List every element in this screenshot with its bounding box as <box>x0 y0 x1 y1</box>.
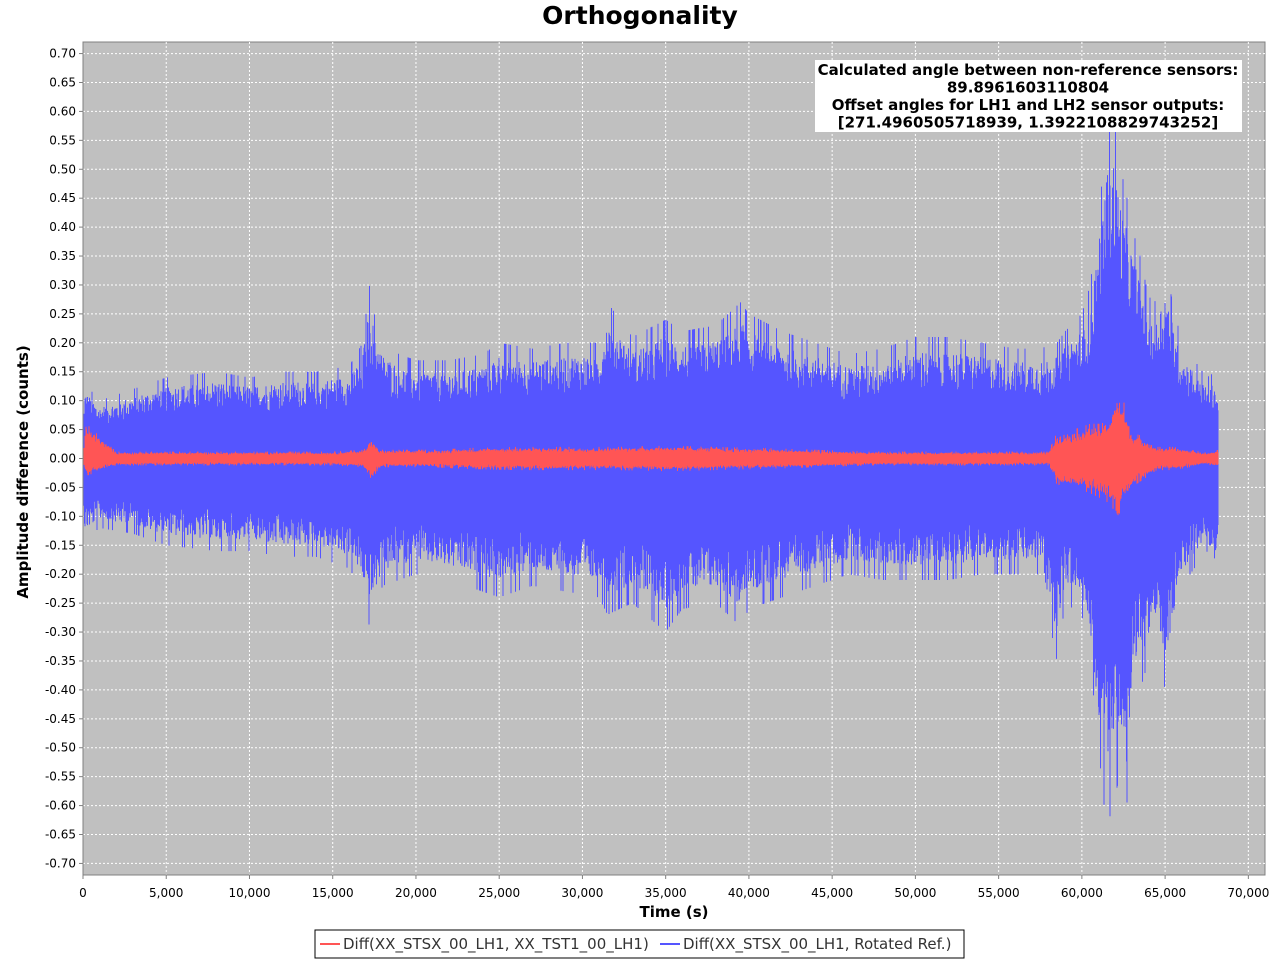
y-tick-label: 0.35 <box>49 249 76 263</box>
series-layer <box>83 122 1219 817</box>
x-tick-label: 70,000 <box>1227 886 1269 900</box>
y-tick-label: -0.45 <box>45 712 76 726</box>
y-tick-label: 0.00 <box>49 452 76 466</box>
y-tick-label: -0.60 <box>45 799 76 813</box>
annotation-line-3: [271.4960505718939, 1.3922108829743252] <box>838 114 1218 132</box>
y-tick-label: 0.50 <box>49 162 76 176</box>
x-tick-label: 30,000 <box>561 886 603 900</box>
y-tick-label: -0.40 <box>45 683 76 697</box>
y-tick-label: -0.20 <box>45 567 76 581</box>
y-tick-label: 0.55 <box>49 133 76 147</box>
series-trace-1 <box>83 402 1219 516</box>
y-tick-label: -0.30 <box>45 625 76 639</box>
x-tick-label: 20,000 <box>395 886 437 900</box>
y-tick-label: -0.05 <box>45 480 76 494</box>
chart-title: Orthogonality <box>542 1 738 30</box>
legend-label-0: Diff(XX_STSX_00_LH1, Rotated Ref.) <box>683 935 951 954</box>
x-tick-label: 50,000 <box>894 886 936 900</box>
x-tick-label: 45,000 <box>811 886 853 900</box>
y-tick-label: 0.70 <box>49 47 76 61</box>
legend: Diff(XX_STSX_00_LH1, XX_TST1_00_LH1) Diff… <box>314 929 965 959</box>
y-tick-label: 0.05 <box>49 423 76 437</box>
y-axis-label: Amplitude difference (counts) <box>14 345 32 598</box>
y-tick-label: -0.50 <box>45 741 76 755</box>
x-tick-label: 15,000 <box>312 886 354 900</box>
y-tick-label: 0.25 <box>49 307 76 321</box>
legend-label-1: Diff(XX_STSX_00_LH1, XX_TST1_00_LH1) <box>343 935 649 954</box>
x-tick-label: 60,000 <box>1061 886 1103 900</box>
x-tick-label: 65,000 <box>1144 886 1186 900</box>
x-axis: 0 5,000 10,000 15,000 20,000 25,000 30,000 35,0… <box>79 874 1269 900</box>
x-tick-label: 5,000 <box>149 886 183 900</box>
x-tick-label: 0 <box>79 886 87 900</box>
x-tick-label: 40,000 <box>728 886 770 900</box>
y-tick-label: 0.65 <box>49 75 76 89</box>
y-tick-label: -0.25 <box>45 596 76 610</box>
y-tick-label: 0.10 <box>49 394 76 408</box>
y-tick-label: -0.10 <box>45 509 76 523</box>
y-tick-label: -0.65 <box>45 828 76 842</box>
x-tick-label: 35,000 <box>645 886 687 900</box>
y-tick-label: 0.15 <box>49 365 76 379</box>
y-tick-label: -0.15 <box>45 538 76 552</box>
y-tick-label: -0.55 <box>45 770 76 784</box>
y-tick-label: 0.20 <box>49 336 76 350</box>
y-tick-label: 0.45 <box>49 191 76 205</box>
y-axis: 0.70 0.65 0.60 0.55 0.50 0.45 0.40 0.35 0.30 0.25… <box>45 42 84 875</box>
annotation-box <box>815 60 1242 132</box>
legend-box <box>314 929 965 959</box>
y-tick-label: 0.30 <box>49 278 76 292</box>
y-tick-label: 0.40 <box>49 220 76 234</box>
x-tick-label: 55,000 <box>978 886 1020 900</box>
x-tick-label: 10,000 <box>228 886 270 900</box>
y-tick-label: 0.60 <box>49 104 76 118</box>
x-tick-label: 25,000 <box>478 886 520 900</box>
annotation-line-0: Calculated angle between non-reference s… <box>818 61 1239 79</box>
y-tick-label: -0.70 <box>45 856 76 870</box>
annotation-line-1: 89.8961603110804 <box>947 79 1109 97</box>
result-annotation: Calculated angle between non-reference s… <box>815 60 1242 132</box>
y-tick-label: -0.35 <box>45 654 76 668</box>
annotation-line-2: Offset angles for LH1 and LH2 sensor out… <box>832 96 1224 114</box>
x-axis-label: Time (s) <box>639 903 708 921</box>
